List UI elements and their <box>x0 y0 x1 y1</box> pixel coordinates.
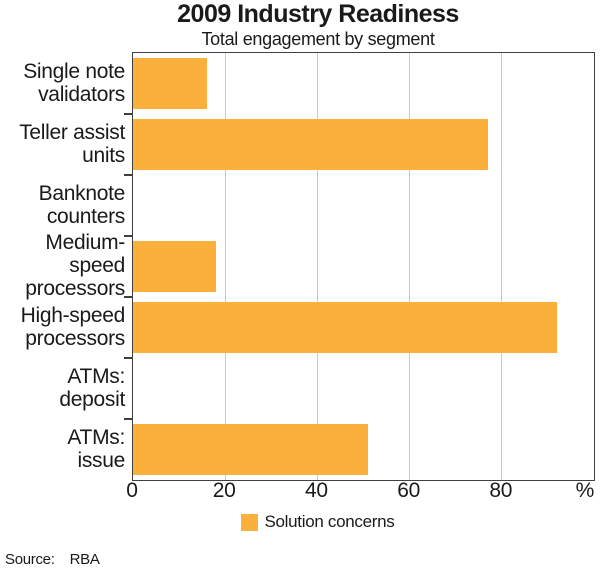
plot-area <box>124 52 595 481</box>
bar-atms- <box>133 424 369 475</box>
x-tick-label-40: 40 <box>305 479 328 502</box>
source-value: RBA <box>69 551 100 568</box>
chart-header: 2009 Industry Readiness Total engagement… <box>36 0 600 49</box>
category-label: ATMs: deposit <box>59 364 125 411</box>
x-tick-label-20: 20 <box>212 479 236 502</box>
x-axis-unit-label: % <box>575 479 595 502</box>
bar-teller-assist <box>133 119 488 170</box>
bar-high-speed <box>133 302 558 353</box>
legend-swatch-icon <box>241 513 259 531</box>
x-tick-label-80: 80 <box>489 479 513 502</box>
chart-legend: Solution concerns <box>36 513 600 531</box>
source-note: Source: RBA <box>5 551 100 569</box>
category-labels: Single note validators Teller assist unit… <box>0 52 128 478</box>
axis-boundary-tick <box>124 235 132 237</box>
category-label: Teller assist units <box>19 120 125 167</box>
chart-title: 2009 Industry Readiness <box>177 0 459 28</box>
category-label: ATMs: issue <box>67 425 125 472</box>
chart-subtitle: Total engagement by segment <box>201 29 435 49</box>
x-tick-label-0: 0 <box>126 479 138 502</box>
bar-medium-speed <box>133 241 216 292</box>
category-label: High-speed processors <box>20 303 126 350</box>
axis-boundary-tick <box>124 418 132 420</box>
category-label: Banknote counters <box>38 181 126 228</box>
x-axis-labels: 0 20 40 60 80% <box>126 479 595 505</box>
gridline-20 <box>224 53 226 480</box>
legend-label: Solution concerns <box>264 512 395 531</box>
source-label: Source: <box>5 551 55 568</box>
category-label: Medium-speed processors <box>25 231 125 300</box>
gridline-60 <box>408 53 411 480</box>
gridline-40 <box>316 53 319 480</box>
x-tick-label-60: 60 <box>397 479 420 502</box>
axis-boundary-tick <box>124 113 132 115</box>
gridline-80 <box>501 53 503 480</box>
bar-single-note <box>133 58 207 109</box>
axis-boundary-tick <box>124 296 132 298</box>
axis-boundary-tick <box>124 357 132 359</box>
category-label: Single note validators <box>23 59 125 106</box>
axis-boundary-tick <box>124 174 132 176</box>
